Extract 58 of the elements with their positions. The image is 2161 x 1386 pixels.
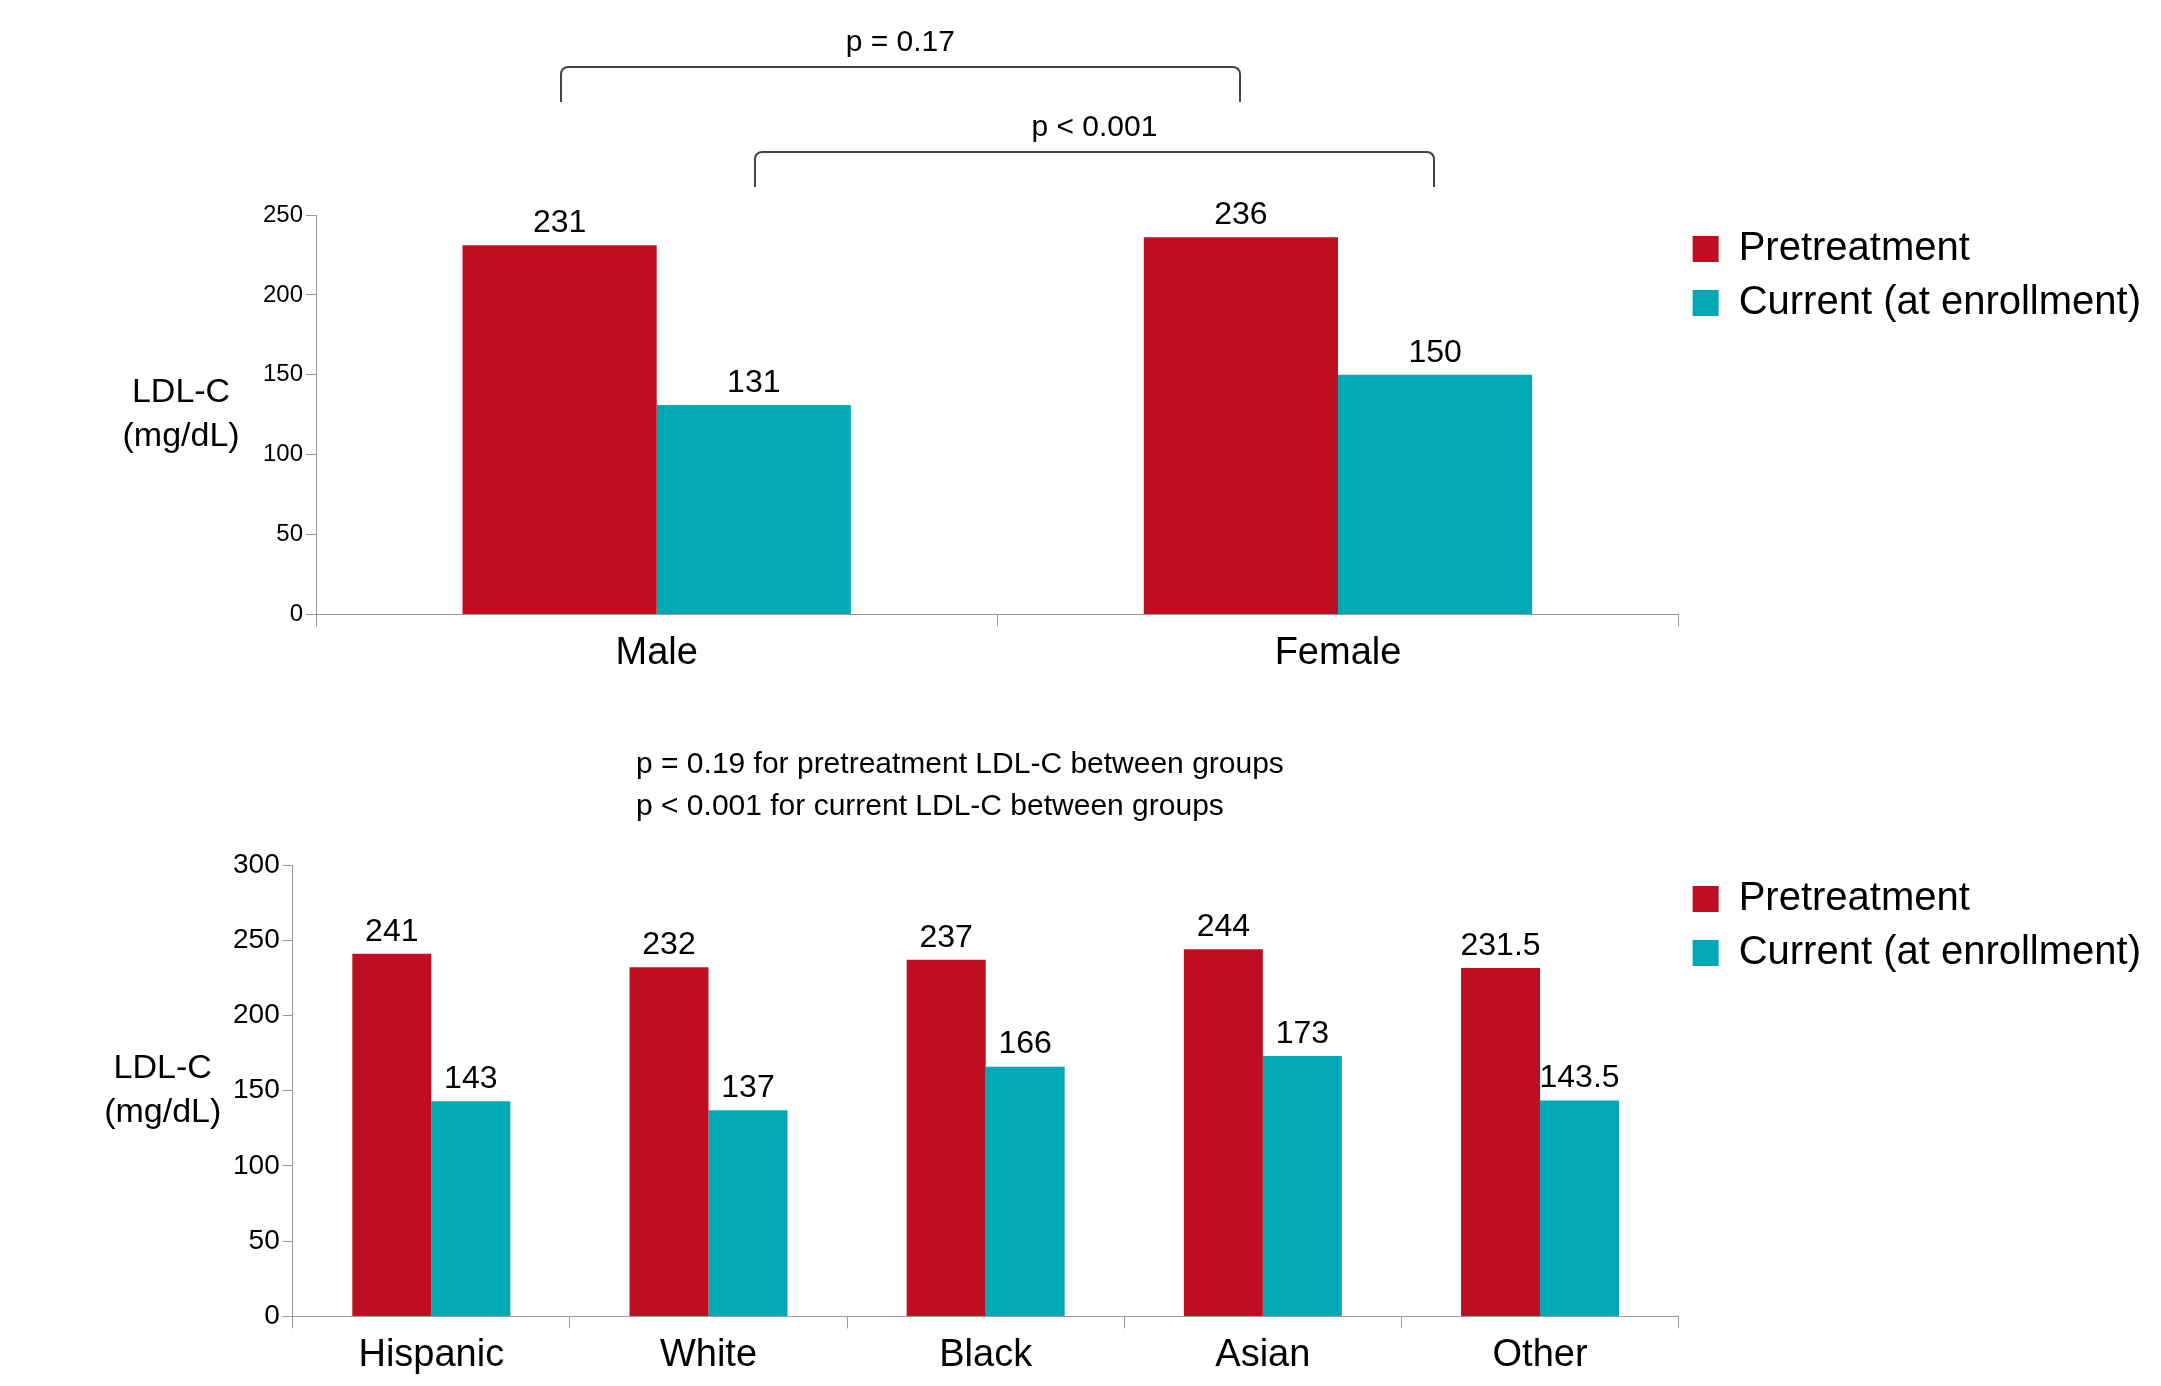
legend-label: Pretreatment [1738,224,1970,269]
y-tick-label: 100 [263,439,304,467]
data-label: 241 [365,911,419,948]
bar [1262,1056,1342,1316]
data-label: 231.5 [1460,925,1541,962]
y-tick-label: 50 [276,519,304,547]
data-label: 237 [919,917,973,954]
bar [1143,237,1338,614]
x-tick-label: White [659,1331,758,1374]
x-tick-label: Asian [1215,1331,1311,1374]
text: p < 0.001 [1031,109,1158,143]
bar [352,953,432,1316]
bar [1183,949,1263,1316]
y-tick-label: 0 [289,599,304,627]
data-label: 150 [1408,332,1462,369]
data-label: 166 [998,1024,1052,1061]
bar [708,1110,788,1316]
data-label: 143.5 [1539,1058,1620,1095]
y-tick-label: 250 [263,199,304,227]
y-axis-title: LDL-C (mg/dL) [122,371,240,454]
x-tick-label: Other [1492,1331,1588,1374]
bar [431,1101,511,1316]
legend-label: Current (at enrollment) [1738,928,2142,973]
text: p < 0.001 for current LDL-C between groups [636,788,1224,822]
bar [656,405,851,614]
bar [462,245,657,614]
y-axis-title: LDL-C (mg/dL) [104,1047,222,1130]
data-label: 231 [532,203,587,240]
legend-label: Pretreatment [1738,874,1970,919]
bar [1461,968,1541,1316]
data-label: 236 [1214,195,1268,232]
bar [906,959,986,1316]
y-tick-label: 50 [248,1223,280,1255]
y-tick-label: 0 [264,1299,280,1331]
bar [629,967,709,1316]
x-tick-label: Male [615,629,698,672]
bar [1337,374,1533,614]
y-tick-label: 150 [233,1073,280,1105]
data-label: 131 [727,362,781,399]
text: p = 0.17 [845,24,955,58]
y-tick-label: 250 [233,922,280,954]
data-label: 173 [1275,1013,1330,1050]
bar [1540,1100,1620,1316]
y-tick-label: 100 [233,1148,280,1180]
x-tick-label: Female [1274,629,1402,672]
text: p = 0.19 for pretreatment LDL-C between groups [636,746,1284,780]
legend-label: Current (at enrollment) [1738,278,2142,323]
data-label: 232 [642,925,696,962]
y-tick-label: 200 [233,998,280,1030]
y-tick-label: 150 [263,359,304,387]
x-tick-label: Hispanic [358,1331,505,1374]
data-label: 143 [444,1059,498,1096]
bar [985,1066,1065,1316]
y-tick-label: 300 [233,847,280,879]
data-label: 137 [721,1068,775,1105]
data-label: 244 [1196,907,1251,944]
y-tick-label: 200 [263,279,304,307]
x-tick-label: Black [939,1331,1034,1374]
